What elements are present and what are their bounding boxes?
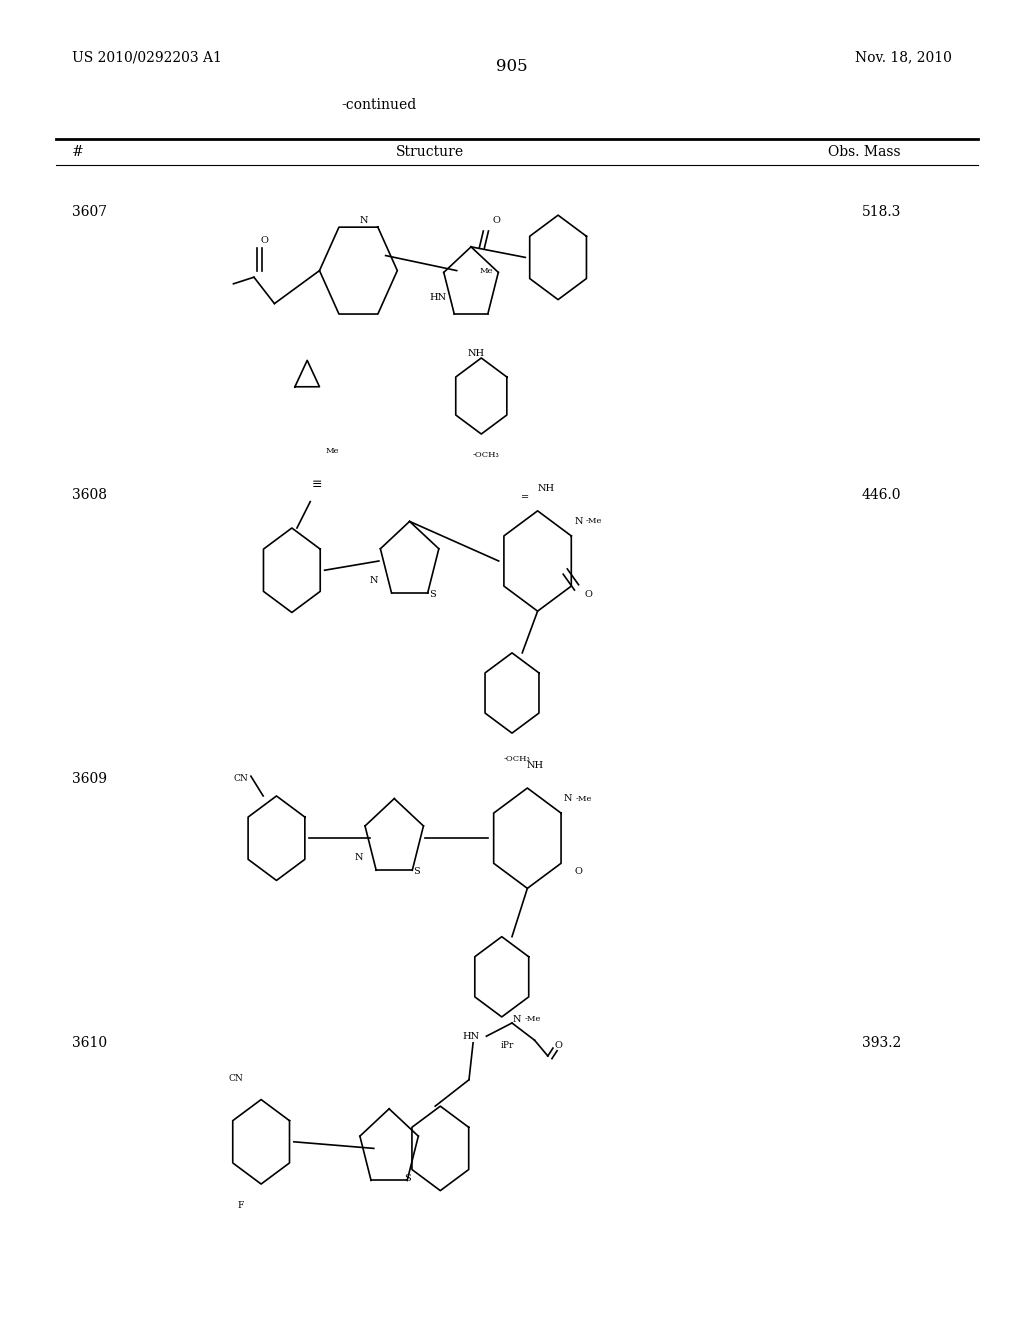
Text: S: S [414,867,420,875]
Text: NH: NH [538,484,554,492]
Text: S: S [404,1175,411,1183]
Text: O: O [260,236,268,244]
Text: Nov. 18, 2010: Nov. 18, 2010 [855,50,952,65]
Text: 393.2: 393.2 [862,1036,901,1051]
Text: S: S [429,590,435,598]
Text: Obs. Mass: Obs. Mass [828,145,901,158]
Text: 3610: 3610 [72,1036,106,1051]
Text: N: N [513,1015,521,1023]
Text: -Me: -Me [524,1015,541,1023]
Text: Structure: Structure [396,145,464,158]
Text: US 2010/0292203 A1: US 2010/0292203 A1 [72,50,221,65]
Text: -Me: -Me [575,795,592,803]
Text: 3607: 3607 [72,205,106,219]
Text: ≡: ≡ [312,478,323,491]
Text: -OCH₃: -OCH₃ [473,451,500,459]
Text: CN: CN [233,775,248,783]
Text: O: O [493,216,501,224]
Text: N: N [354,854,362,862]
Text: 518.3: 518.3 [862,205,901,219]
Text: N: N [359,216,368,224]
Text: O: O [585,590,593,598]
Text: NH: NH [527,762,544,770]
Text: -Me: -Me [586,517,602,525]
Text: -OCH₃: -OCH₃ [504,755,530,763]
Text: HN: HN [430,293,446,301]
Text: 446.0: 446.0 [861,488,901,503]
Text: 905: 905 [497,58,527,75]
Text: N: N [370,577,378,585]
Text: N: N [574,517,583,525]
Text: 3608: 3608 [72,488,106,503]
Text: #: # [72,145,83,158]
Text: Me: Me [479,267,494,275]
Text: O: O [554,1041,562,1049]
Text: 3609: 3609 [72,772,106,787]
Text: HN: HN [463,1032,479,1040]
Text: NH: NH [468,350,484,358]
Text: CN: CN [228,1074,243,1082]
Text: Me: Me [326,447,340,455]
Text: O: O [574,867,583,875]
Text: =: = [521,494,529,502]
Text: iPr: iPr [500,1041,514,1049]
Text: F: F [238,1201,244,1209]
Text: N: N [564,795,572,803]
Text: -continued: -continued [341,98,417,112]
